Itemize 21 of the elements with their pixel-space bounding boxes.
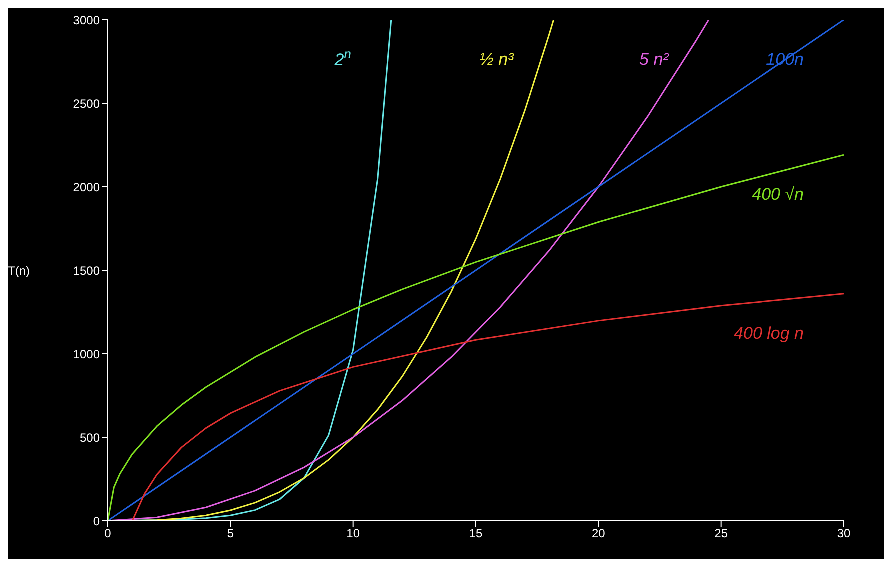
y-tick-label: 500 bbox=[80, 430, 100, 445]
x-tick-label: 30 bbox=[837, 526, 851, 541]
x-tick-label: 20 bbox=[592, 526, 606, 541]
text: 2$^{n}$ bbox=[334, 46, 352, 70]
x-tick-label: 0 bbox=[104, 526, 112, 541]
x-tick-label: 15 bbox=[469, 526, 483, 541]
series-label: 400 √n bbox=[752, 185, 804, 204]
y-tick-label: 0 bbox=[93, 514, 100, 528]
x-tick-label: 10 bbox=[346, 526, 360, 541]
series-label: ½ n³ bbox=[480, 50, 516, 70]
x-tick-label: 5 bbox=[227, 526, 234, 541]
y-tick-label: 3000 bbox=[73, 13, 100, 28]
series-label: 5 n² bbox=[640, 50, 670, 70]
y-axis-title: T(n) bbox=[8, 264, 30, 278]
series-label: 400 log n bbox=[734, 324, 804, 343]
y-tick-label: 1500 bbox=[73, 264, 100, 278]
y-tick-label: 2000 bbox=[73, 180, 100, 194]
line-series bbox=[132, 293, 844, 521]
y-tick-label: 2500 bbox=[73, 96, 100, 111]
x-tick-label: 25 bbox=[714, 526, 728, 541]
y-tick-label: 1000 bbox=[73, 347, 100, 362]
